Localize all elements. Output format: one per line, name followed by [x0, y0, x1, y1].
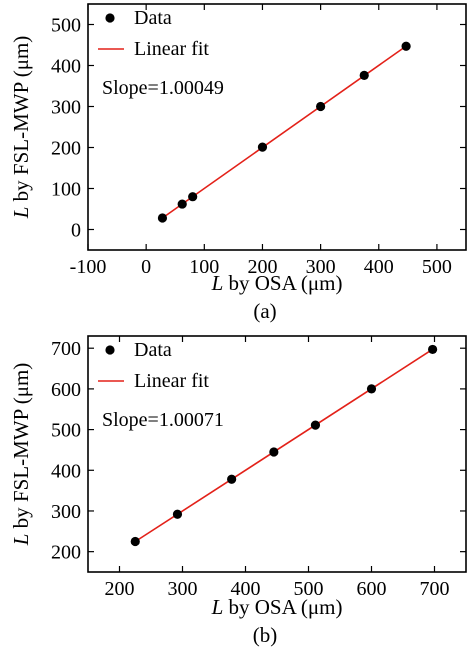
y-tick-label: 600 [51, 379, 81, 401]
x-tick-label: 100 [189, 256, 219, 278]
x-tick-label: 400 [231, 578, 261, 600]
data-point [157, 213, 168, 223]
x-tick-label: 500 [422, 256, 452, 278]
panel-caption: (b) [253, 623, 278, 647]
data-point [428, 344, 438, 355]
legend-label-fit: Linear fit [134, 370, 209, 392]
y-tick-label: 400 [51, 460, 81, 482]
y-tick-label: 300 [51, 501, 81, 523]
chart-panel-a: -100 0 100 200 300 400 500 0 100 200 300 400 500 Data… [9, 3, 467, 323]
y-axis-label: L by FSL-MWP (μm) [9, 36, 33, 220]
plot-frame [87, 335, 467, 573]
y-tick-label: 700 [51, 338, 81, 360]
x-tick-label: 200 [105, 578, 135, 600]
y-axis-label: L by FSL-MWP (μm) [9, 363, 33, 547]
y-tick-label: 300 [51, 97, 81, 119]
y-tick-label: 200 [51, 542, 81, 564]
y-tick-label: 400 [51, 56, 81, 78]
data-point [177, 199, 187, 209]
x-axis-label-variable: L [211, 595, 224, 619]
slope-annotation: Slope=1.00071 [102, 409, 224, 431]
legend-label-data: Data [134, 7, 172, 29]
x-tick-label: 400 [364, 256, 394, 278]
x-axis-label-variable: L [211, 271, 224, 295]
legend-marker-data [105, 13, 115, 23]
data-point [130, 536, 140, 547]
x-axis-label: L by OSA (μm) [211, 271, 343, 295]
data-point [269, 447, 279, 457]
data-point [310, 420, 321, 430]
x-tick-label: 500 [294, 578, 324, 600]
y-axis-label-variable: L [9, 534, 33, 547]
data-point [366, 384, 377, 394]
data-point [227, 474, 237, 484]
data-point [188, 192, 198, 202]
y-axis-label-text: by FSL-MWP (μm) [9, 36, 33, 207]
panel-caption: (a) [253, 299, 276, 323]
y-tick-label: 500 [51, 15, 81, 37]
linear-fit-line [161, 45, 407, 219]
linear-fit-line [134, 348, 434, 543]
data-point [401, 41, 411, 51]
legend-marker-data [105, 345, 115, 355]
y-tick-label: 200 [51, 138, 81, 160]
chart-panel-b: 200 300 400 500 600 700 200 300 400 500 600 700 Data… [9, 335, 467, 647]
legend-label-data: Data [134, 339, 172, 361]
x-tick-label: -100 [70, 256, 107, 278]
x-tick-label: 700 [420, 578, 450, 600]
legend-label-fit: Linear fit [134, 38, 209, 60]
x-tick-label: 200 [247, 256, 277, 278]
data-point [172, 509, 183, 519]
x-axis-label-text: by OSA (μm) [223, 271, 342, 295]
plot-frame [87, 3, 467, 251]
x-tick-label: 300 [306, 256, 336, 278]
y-tick-label: 100 [51, 179, 81, 201]
y-tick-label: 500 [51, 420, 81, 442]
slope-annotation: Slope=1.00049 [102, 77, 224, 99]
data-point [359, 70, 369, 80]
x-tick-label: 300 [168, 578, 198, 600]
y-axis-label-variable: L [9, 207, 33, 220]
y-tick-label: 0 [71, 220, 81, 242]
x-tick-label: 0 [141, 256, 151, 278]
x-axis-label-text: by OSA (μm) [223, 595, 342, 619]
x-axis-label: L by OSA (μm) [211, 595, 343, 619]
y-axis-label-text: by FSL-MWP (μm) [9, 363, 33, 534]
data-point [257, 142, 268, 152]
x-tick-label: 600 [357, 578, 387, 600]
data-point [316, 101, 326, 112]
